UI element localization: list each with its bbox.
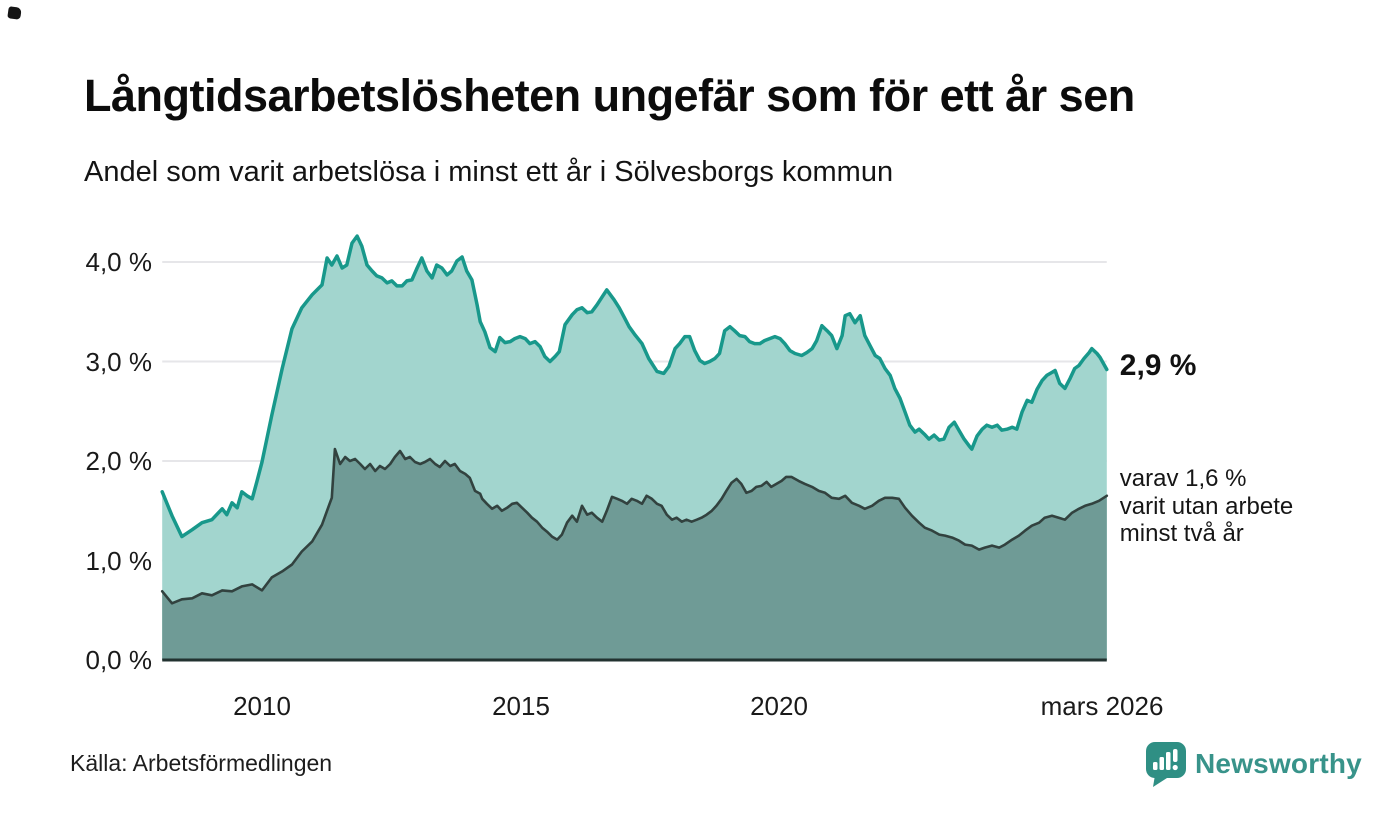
x-axis-tick-label: mars 2026: [1040, 691, 1164, 721]
secondary-value-label: varav 1,6 % varit utan arbete minst två …: [1120, 465, 1293, 548]
y-axis-tick-label: 1,0 %: [85, 545, 153, 576]
secondary-value-line: varav 1,6 %: [1119, 465, 1247, 492]
y-axis-tick-label: 2,0 %: [85, 446, 153, 476]
secondary-value-line: minst två år: [1119, 520, 1244, 547]
chart-title: Långtidsarbetslösheten ungefär som för e…: [84, 70, 1135, 121]
chart-subtitle: Andel som varit arbetslösa i minst ett å…: [84, 156, 894, 188]
newsworthy-logo: Newsworthy: [1146, 742, 1362, 790]
x-axis-tick-label: 2015: [492, 691, 550, 721]
y-axis-tick-label: 0,0 %: [85, 645, 153, 675]
chart-speech-bubble-icon: [1146, 742, 1186, 787]
brand-name: Newsworthy: [1195, 748, 1362, 779]
secondary-value-line: varit utan arbete: [1119, 492, 1294, 520]
y-axis-tick-label: 3,0 %: [85, 346, 153, 377]
source-note: Källa: Arbetsförmedlingen: [70, 750, 333, 776]
y-axis-tick-label: 4,0 %: [85, 247, 153, 277]
x-axis-tick-label: 2010: [233, 691, 291, 721]
x-axis-tick-label: 2020: [750, 691, 808, 721]
latest-value-label: 2,9 %: [1119, 349, 1197, 382]
